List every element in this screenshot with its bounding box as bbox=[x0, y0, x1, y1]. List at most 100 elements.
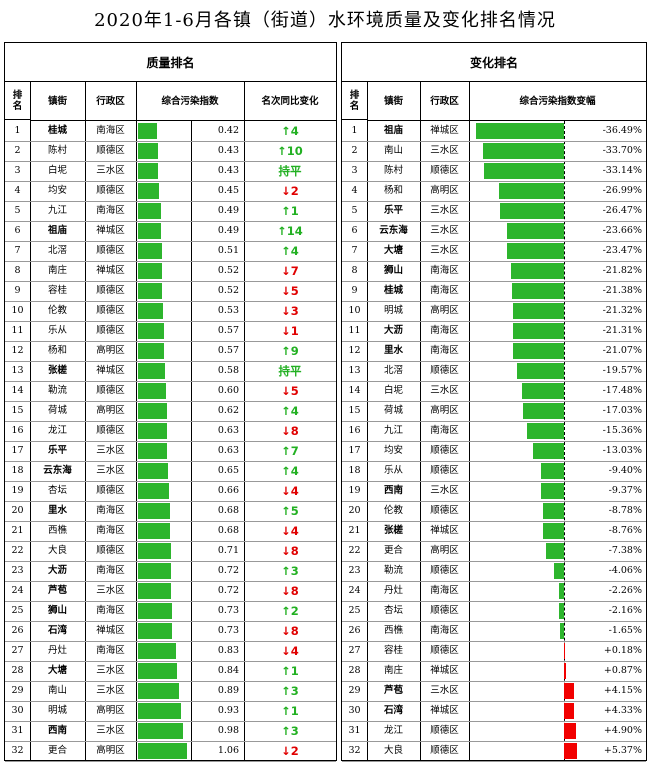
index-change-bar bbox=[559, 583, 564, 599]
index-change-bar bbox=[517, 363, 564, 379]
town-cell: 九江 bbox=[47, 205, 67, 216]
rank-cell: 32 bbox=[348, 745, 361, 756]
town-cell: 里水 bbox=[383, 345, 403, 356]
rank-cell: 28 bbox=[348, 665, 361, 676]
district-cell: 三水区 bbox=[430, 145, 459, 156]
rank-change-value: ↑4 bbox=[281, 244, 299, 258]
pollution-index-value: 0.66 bbox=[217, 485, 239, 496]
rank-cell: 30 bbox=[11, 705, 24, 716]
rank-change-value: ↑4 bbox=[281, 124, 299, 138]
district-cell: 顺德区 bbox=[430, 465, 459, 476]
rank-cell: 18 bbox=[11, 465, 24, 476]
town-cell: 北滘 bbox=[383, 365, 403, 376]
index-change-value: -9.37% bbox=[608, 485, 642, 496]
town-header: 镇街 bbox=[367, 82, 420, 121]
district-cell: 南海区 bbox=[96, 525, 125, 536]
pollution-index-value: 0.63 bbox=[217, 445, 239, 456]
pollution-index-value: 0.57 bbox=[217, 325, 239, 336]
rank-cell: 27 bbox=[348, 645, 361, 656]
rank-cell: 27 bbox=[11, 645, 24, 656]
town-cell: 云东海 bbox=[43, 465, 72, 476]
table-row: 22 更合 高明区 -7.38% bbox=[342, 541, 646, 562]
pollution-index-bar bbox=[138, 363, 165, 379]
district-cell: 顺德区 bbox=[430, 645, 459, 656]
index-change-value: -33.14% bbox=[602, 165, 642, 176]
rank-cell: 8 bbox=[14, 265, 21, 276]
rank-cell: 4 bbox=[351, 185, 358, 196]
town-cell: 西南 bbox=[383, 485, 403, 496]
table-row: 17 乐平 三水区 0.63 ↑7 bbox=[5, 441, 336, 462]
rank-change-value: ↓2 bbox=[281, 184, 299, 198]
rank-cell: 10 bbox=[348, 305, 361, 316]
rank-change-value: ↓8 bbox=[281, 424, 299, 438]
index-change-value: -17.03% bbox=[602, 405, 642, 416]
pollution-index-value: 0.84 bbox=[217, 665, 239, 676]
rank-cell: 25 bbox=[348, 605, 361, 616]
rank-header: 排名 bbox=[342, 82, 367, 120]
town-cell: 杨和 bbox=[47, 345, 67, 356]
town-cell: 杨和 bbox=[383, 185, 403, 196]
pollution-index-bar bbox=[138, 383, 166, 399]
district-cell: 禅城区 bbox=[96, 225, 125, 236]
table-row: 21 西樵 南海区 0.68 ↓4 bbox=[5, 521, 336, 542]
table-row: 31 西南 三水区 0.98 ↑3 bbox=[5, 721, 336, 742]
town-cell: 明城 bbox=[383, 305, 403, 316]
pollution-index-value: 0.51 bbox=[217, 245, 239, 256]
table-row: 14 白坭 三水区 -17.48% bbox=[342, 381, 646, 402]
district-cell: 三水区 bbox=[96, 585, 125, 596]
rank-cell: 16 bbox=[348, 425, 361, 436]
table-row: 11 乐从 顺德区 0.57 ↓1 bbox=[5, 321, 336, 342]
town-cell: 芦苞 bbox=[47, 585, 67, 596]
town-cell: 陈村 bbox=[47, 145, 67, 156]
index-change-bar bbox=[564, 743, 577, 759]
rank-change-value: 持平 bbox=[278, 164, 302, 178]
town-cell: 乐平 bbox=[47, 445, 67, 456]
district-cell: 高明区 bbox=[430, 305, 459, 316]
district-cell: 高明区 bbox=[430, 185, 459, 196]
town-cell: 西樵 bbox=[47, 525, 67, 536]
index-change-value: -26.47% bbox=[602, 205, 642, 216]
rank-change-value: ↓8 bbox=[281, 584, 299, 598]
index-change-bar bbox=[523, 403, 564, 419]
quality-ranking-title: 质量排名 bbox=[5, 43, 336, 82]
rank-change-value: ↑7 bbox=[281, 444, 299, 458]
rank-change-value: ↓5 bbox=[281, 284, 299, 298]
rank-cell: 26 bbox=[11, 625, 24, 636]
town-cell: 大塘 bbox=[383, 245, 403, 256]
district-cell: 高明区 bbox=[96, 405, 125, 416]
pollution-index-value: 0.45 bbox=[217, 185, 239, 196]
rank-change-value: ↑1 bbox=[281, 704, 299, 718]
town-cell: 明城 bbox=[47, 705, 67, 716]
town-cell: 大塘 bbox=[47, 665, 67, 676]
table-row: 12 里水 南海区 -21.07% bbox=[342, 341, 646, 362]
table-row: 28 大塘 三水区 0.84 ↑1 bbox=[5, 661, 336, 682]
town-cell: 九江 bbox=[383, 425, 403, 436]
index-change-value: -2.16% bbox=[608, 605, 642, 616]
table-row: 26 石湾 禅城区 0.73 ↓8 bbox=[5, 621, 336, 642]
rank-cell: 5 bbox=[14, 205, 21, 216]
pollution-index-bar bbox=[138, 643, 176, 659]
pollution-index-bar bbox=[138, 723, 183, 739]
rank-cell: 20 bbox=[348, 505, 361, 516]
table-row: 3 白坭 三水区 0.43 持平 bbox=[5, 161, 336, 182]
index-change-bar bbox=[559, 603, 564, 619]
table-row: 32 大良 顺德区 +5.37% bbox=[342, 741, 646, 762]
town-cell: 南庄 bbox=[47, 265, 67, 276]
rank-cell: 12 bbox=[348, 345, 361, 356]
pollution-index-bar bbox=[138, 123, 157, 139]
rank-cell: 1 bbox=[14, 125, 21, 136]
rank-cell: 16 bbox=[11, 425, 24, 436]
district-cell: 顺德区 bbox=[96, 285, 125, 296]
pollution-index-bar bbox=[138, 143, 158, 159]
district-cell: 顺德区 bbox=[96, 425, 125, 436]
index-change-value: -23.47% bbox=[602, 245, 642, 256]
district-cell: 南海区 bbox=[96, 205, 125, 216]
pollution-index-bar bbox=[138, 283, 162, 299]
rank-change-value: 持平 bbox=[278, 364, 302, 378]
index-change-bar bbox=[541, 463, 564, 479]
town-cell: 芦苞 bbox=[383, 685, 403, 696]
index-change-value: -2.26% bbox=[608, 585, 642, 596]
change-header: 名次同比变化 bbox=[244, 82, 336, 121]
rank-change-value: ↑1 bbox=[281, 664, 299, 678]
rank-change-value: ↑10 bbox=[277, 144, 303, 158]
